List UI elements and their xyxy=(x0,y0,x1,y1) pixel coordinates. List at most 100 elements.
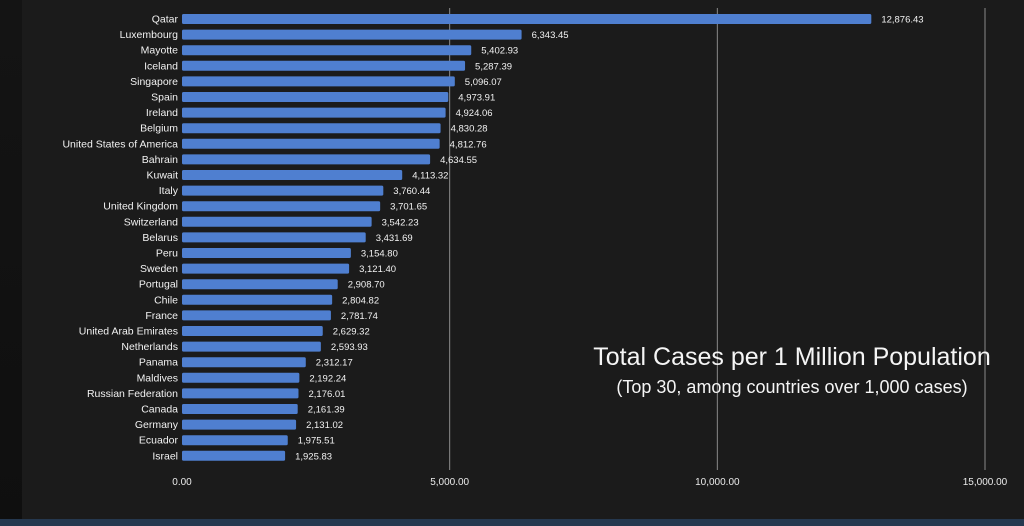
value-label: 1,925.83 xyxy=(295,451,332,462)
value-label: 5,402.93 xyxy=(481,46,518,57)
bar xyxy=(182,357,306,368)
bar-chart: Qatar Luxembourg Mayotte Iceland Singapore Sp… xyxy=(62,8,1008,488)
bar xyxy=(182,450,286,461)
bar xyxy=(182,310,331,321)
bar xyxy=(182,279,338,290)
bar xyxy=(182,76,455,87)
value-label: 2,192.24 xyxy=(309,373,346,384)
bar xyxy=(182,92,449,102)
x-tick-label: 15,000.00 xyxy=(963,477,1008,488)
category-label: Bahrain xyxy=(142,154,178,166)
value-label: 3,701.65 xyxy=(390,202,427,213)
category-label: Sweden xyxy=(140,263,178,275)
value-label: 3,542.23 xyxy=(382,217,419,228)
category-label: Panama xyxy=(139,357,178,369)
category-label: Spain xyxy=(151,92,178,104)
bar xyxy=(182,107,446,118)
category-label: Qatar xyxy=(152,14,179,26)
value-label: 3,760.44 xyxy=(393,186,430,197)
category-label: Mayotte xyxy=(141,45,179,57)
value-label: 2,804.82 xyxy=(342,295,379,306)
value-label: 2,312.17 xyxy=(316,358,353,369)
bar xyxy=(182,123,441,134)
value-label: 4,113.32 xyxy=(412,171,448,182)
value-label: 3,154.80 xyxy=(361,249,398,260)
gridlines xyxy=(449,8,986,470)
category-label: Ecuador xyxy=(139,435,179,447)
bar xyxy=(182,14,872,24)
bottom-strip xyxy=(0,519,1024,526)
category-label: Singapore xyxy=(130,76,178,88)
value-labels: 12,876.43 6,343.45 5,402.93 5,287.39 5,096.0… xyxy=(295,15,923,463)
x-tick-label: 5,000.00 xyxy=(430,477,469,488)
value-label: 6,343.45 xyxy=(532,30,569,41)
category-label: Germany xyxy=(135,419,179,431)
bar xyxy=(182,170,403,180)
chart-title: Total Cases per 1 Million Population xyxy=(593,343,991,371)
bar xyxy=(182,435,288,446)
bar xyxy=(182,138,440,149)
bar xyxy=(182,372,300,383)
category-label: Ireland xyxy=(146,107,178,119)
bar xyxy=(182,294,333,305)
category-label: Canada xyxy=(141,404,178,416)
category-label: Belarus xyxy=(142,232,178,244)
bar xyxy=(182,154,431,165)
value-label: 4,973.91 xyxy=(458,93,495,104)
category-label: Luxembourg xyxy=(120,29,179,41)
value-label: 3,121.40 xyxy=(359,264,396,275)
value-label: 4,924.06 xyxy=(456,108,493,119)
value-label: 2,161.39 xyxy=(308,405,345,416)
bar xyxy=(182,388,299,399)
category-label: United States of America xyxy=(62,138,178,150)
bar xyxy=(182,419,297,430)
value-label: 5,096.07 xyxy=(465,77,502,88)
bar xyxy=(182,404,298,414)
bar xyxy=(182,45,472,56)
category-label: Belgium xyxy=(140,123,178,135)
bar xyxy=(182,263,350,274)
category-label: Switzerland xyxy=(124,216,178,228)
category-label: Israel xyxy=(152,450,178,462)
category-label: Maldives xyxy=(137,372,178,384)
category-label: Italy xyxy=(159,185,179,197)
category-label: Netherlands xyxy=(121,341,178,353)
x-tick-label: 0.00 xyxy=(172,477,192,488)
bar xyxy=(182,201,381,212)
value-label: 2,131.02 xyxy=(306,420,343,431)
value-label: 4,812.76 xyxy=(450,139,487,150)
bar xyxy=(182,216,372,227)
category-label: Russian Federation xyxy=(87,388,178,400)
value-label: 2,629.32 xyxy=(333,327,370,338)
value-label: 2,781.74 xyxy=(341,311,378,322)
bar xyxy=(182,248,351,258)
category-label: United Kingdom xyxy=(103,201,178,213)
value-label: 12,876.43 xyxy=(881,15,923,26)
value-label: 4,634.55 xyxy=(440,155,477,166)
category-label: Chile xyxy=(154,294,178,306)
value-label: 3,431.69 xyxy=(376,233,413,244)
bar xyxy=(182,60,466,71)
bars xyxy=(182,14,872,461)
value-label: 5,287.39 xyxy=(475,61,512,72)
category-label: Portugal xyxy=(139,279,178,291)
bar xyxy=(182,185,384,196)
category-labels: Qatar Luxembourg Mayotte Iceland Singapore Sp… xyxy=(62,14,178,463)
bar xyxy=(182,341,321,352)
x-axis-ticks: 0.00 5,000.00 10,000.00 15,000.00 xyxy=(172,477,1007,488)
value-label: 1,975.51 xyxy=(298,436,335,447)
category-label: Iceland xyxy=(144,60,178,72)
category-label: France xyxy=(145,310,178,322)
chart-title-block: Total Cases per 1 Million Population (To… xyxy=(552,340,1024,400)
bar xyxy=(182,29,522,40)
chart-subtitle: (Top 30, among countries over 1,000 case… xyxy=(616,377,968,397)
bar xyxy=(182,326,323,336)
value-label: 2,593.93 xyxy=(331,342,368,353)
category-label: Peru xyxy=(156,248,178,260)
chart-panel: Qatar Luxembourg Mayotte Iceland Singapore Sp… xyxy=(22,0,1024,520)
category-label: United Arab Emirates xyxy=(79,326,178,338)
value-label: 4,830.28 xyxy=(451,124,488,135)
category-label: Kuwait xyxy=(146,170,178,182)
x-tick-label: 10,000.00 xyxy=(695,477,740,488)
